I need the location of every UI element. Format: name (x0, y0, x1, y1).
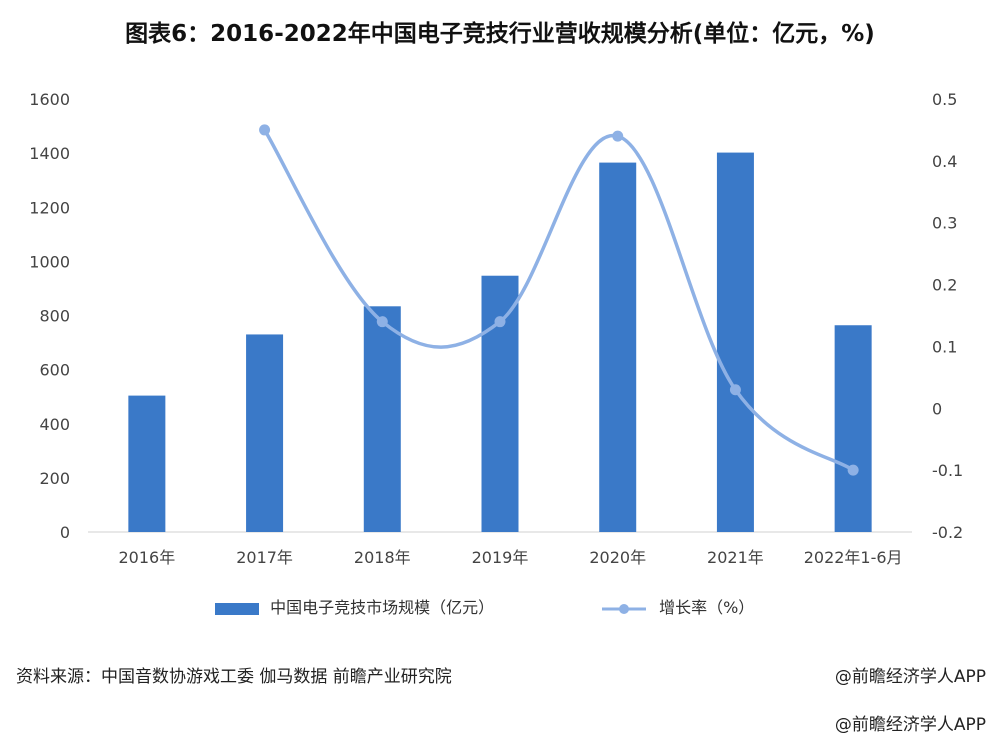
chart-title: 图表6：2016-2022年中国电子竞技行业营收规模分析(单位：亿元，%) (125, 21, 875, 47)
x-tick-label: 2020年 (589, 548, 646, 567)
bar (128, 395, 166, 532)
growth-rate-point (847, 464, 859, 476)
y-right-tick-label: 0.1 (932, 337, 957, 356)
bar (834, 325, 872, 532)
y-left-tick-label: 1000 (29, 252, 70, 271)
y-right-tick-label: 0.5 (932, 90, 957, 109)
y-right-tick-label: -0.2 (932, 523, 963, 542)
y-right-tick-label: -0.1 (932, 461, 963, 480)
bar (481, 275, 519, 532)
x-tick-label: 2022年1-6月 (804, 548, 903, 567)
x-tick-label: 2018年 (354, 548, 411, 567)
growth-rate-point (376, 316, 388, 328)
growth-rate-point (612, 130, 624, 142)
growth-rate-point (729, 384, 741, 396)
y-left-tick-label: 800 (39, 307, 70, 326)
y-left-tick-label: 200 (39, 469, 70, 488)
legend-bar-swatch (215, 602, 259, 615)
legend-line-swatch (602, 603, 646, 614)
y-left-tick-label: 1200 (29, 198, 70, 217)
x-tick-label: 2016年 (118, 548, 175, 567)
legend-bar: 中国电子竞技市场规模（亿元） (215, 594, 494, 618)
y-right-tick-label: 0.4 (932, 152, 957, 171)
legend-bar-label: 中国电子竞技市场规模（亿元） (270, 598, 495, 617)
y-right-tick-label: 0 (932, 399, 942, 418)
y-right-tick-label: 0.3 (932, 214, 957, 233)
y-left-tick-label: 400 (39, 415, 70, 434)
legend-line-label: 增长率（%） (659, 598, 755, 617)
y-left-tick-label: 1400 (29, 144, 70, 163)
bar (363, 306, 401, 532)
growth-rate-line (263, 129, 855, 472)
y-left-tick-label: 600 (39, 361, 70, 380)
bar (246, 334, 284, 532)
growth-rate-point (494, 316, 506, 328)
watermark-bottom: @前瞻经济学人APP (834, 715, 986, 735)
x-tick-label: 2017年 (236, 548, 293, 567)
x-tick-label: 2021年 (707, 548, 764, 567)
bar (599, 162, 637, 533)
y-left-tick-label: 1600 (29, 90, 70, 109)
growth-rate-point (259, 124, 271, 136)
x-tick-label: 2019年 (472, 548, 529, 567)
legend-line: 增长率（%） (600, 594, 754, 618)
y-left-tick-label: 0 (60, 523, 70, 542)
bar (716, 152, 754, 533)
watermark-top: @前瞻经济学人APP (834, 667, 986, 687)
source-note: 资料来源：中国音数协游戏工委 伽马数据 前瞻产业研究院 (16, 667, 452, 687)
y-right-tick-label: 0.2 (932, 276, 957, 295)
